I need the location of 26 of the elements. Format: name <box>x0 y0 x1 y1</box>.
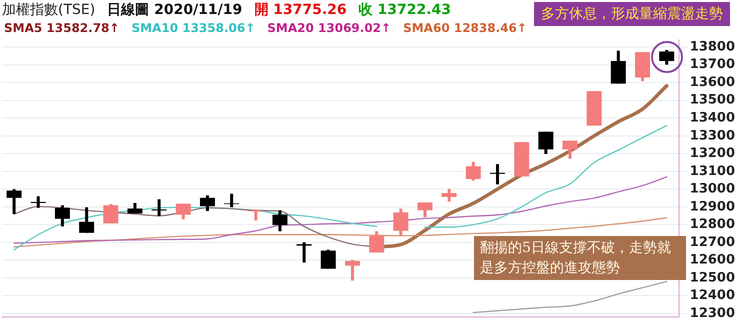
chart-subtitle: 日線圖 2020/11/19 <box>107 1 242 19</box>
y-tick-label: 13800 <box>690 39 736 54</box>
y-tick-label: 12600 <box>690 252 736 268</box>
y-tick-label: 13100 <box>690 164 736 179</box>
annotation: 翻揚的5日線支撐不破，走勢就是多方控盤的進攻態勢 <box>474 236 686 280</box>
y-tick-label: 12800 <box>690 217 736 232</box>
text: SMA10 13358.06↑ <box>131 21 256 35</box>
text: SMA20 13069.02↑ <box>267 21 392 35</box>
text: 開 13775.26 <box>254 1 347 19</box>
y-tick-label: 13000 <box>690 182 736 197</box>
y-tick-label: 12700 <box>690 234 736 250</box>
text: SMA60 12838.46↑ <box>403 21 527 35</box>
y-tick-label: 13300 <box>690 128 736 144</box>
text: SMA5 13582.78↑ <box>4 21 120 35</box>
text: 多方休息，形成量縮震盪走勢 <box>534 2 730 26</box>
y-tick-label: 13700 <box>690 57 736 72</box>
y-tick-label: 12400 <box>690 288 736 304</box>
y-tick-label: 13500 <box>690 92 736 108</box>
y-tick-label: 12300 <box>690 306 736 321</box>
chart-title: 加權指數(TSE) <box>2 1 96 19</box>
y-tick-label: 12900 <box>690 199 736 214</box>
y-tick-label: 12500 <box>690 270 736 286</box>
y-tick-label: 13200 <box>690 146 736 162</box>
y-tick-label: 13400 <box>690 110 736 126</box>
text: 收 13722.43 <box>358 1 452 19</box>
y-tick-label: 13600 <box>690 74 736 90</box>
